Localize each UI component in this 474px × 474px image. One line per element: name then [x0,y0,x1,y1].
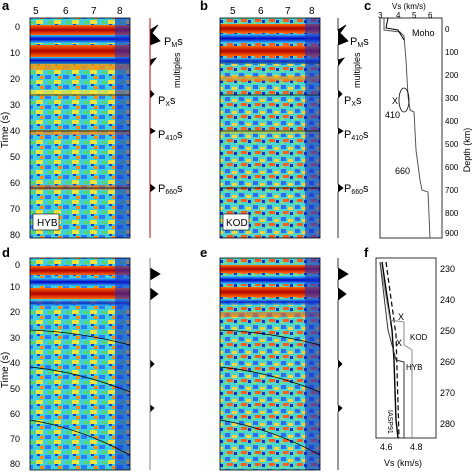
panel-d-time-tick-70: 70 [10,434,20,444]
panel-d-time-tick-0: 0 [15,260,20,270]
panel-c: Vs (km/s) 3 4 5 6 Moho X 410 660 0 100 2… [378,2,472,239]
panel-d-time-axis: 0 10 20 30 40 50 60 70 80 Time (s) [0,260,20,469]
panel-c-moho-label: Moho [412,28,435,38]
panel-f-depth-tick-230: 230 [440,264,455,274]
panel-b-phase-px: PXs [344,95,362,108]
panel-b-tick-7: 7 [285,6,291,17]
time-tick-60: 60 [10,178,20,188]
panel-c-depth-tick-400: 400 [445,117,459,126]
panel-f-hyb-label: HYB [406,363,422,372]
panel-b-tick-8: 8 [309,6,315,17]
panel-f-depth-tick-260: 260 [440,357,455,367]
panel-f-depth-tick-270: 270 [440,388,455,398]
panel-d-time-tick-60: 60 [10,409,20,419]
panel-d-time-tick-10: 10 [10,282,20,292]
panel-b: KOD [219,17,321,239]
panel-b-tick-6: 6 [258,6,264,17]
panel-a-phase-px: PXs [158,95,176,108]
panel-d-time-tick-80: 80 [10,459,20,469]
panel-c-410-label: 410 [385,110,400,120]
time-tick-70: 70 [10,204,20,214]
panel-e [219,257,321,471]
panel-b-multiples-label: multiples [352,52,362,88]
panel-b-tick-5: 5 [230,6,236,17]
panel-f-vs-tick-1: 4.6 [380,442,393,452]
panel-f-depth-tick-280: 280 [440,419,455,429]
panel-a-tick-7: 7 [91,6,97,17]
panel-c-x-label: X [392,96,398,106]
panel-b-distance-ticks: 5 6 7 8 [230,6,315,17]
panel-c-660-label: 660 [395,166,410,176]
panel-c-depth-tick-800: 800 [445,209,459,218]
panel-c-depth-tick-700: 700 [445,186,459,195]
panel-f: X X KOD HYB IASP91 4.6 4.8 Vs (km/s) 230… [375,257,455,468]
panel-a-phase-pm: PMs [164,36,183,49]
time-axis-label-top: Time (s) [0,112,11,148]
panel-b-phase-labels: PMs multiples PXs P410s P660s [344,36,369,196]
panel-d-time-tick-50: 50 [10,384,20,394]
panel-f-kod-label: KOD [410,333,428,342]
panel-d-time-tick-20: 20 [10,307,20,317]
panel-d [29,257,131,471]
panel-e-stack-trace [337,258,349,470]
time-tick-50: 50 [10,152,20,162]
panel-b-phase-pm: PMs [350,36,369,49]
panel-b-stack-trace [337,18,349,238]
panel-c-top-tick-5: 5 [412,11,417,20]
panel-c-depth-tick-100: 100 [445,48,459,57]
panel-c-depth-axis-label: Depth (km) [462,128,472,173]
time-tick-0: 0 [15,22,20,32]
panel-c-top-tick-3: 3 [378,11,383,20]
panel-c-top-axis-label: Vs (km/s) [392,2,426,11]
panel-a-distance-ticks: 5 6 7 8 [33,6,123,17]
panel-c-depth-tick-200: 200 [445,71,459,80]
panel-a-phase-labels: PMs multiples PXs P410s P660s [158,36,183,196]
panel-a-station-label: HYB [37,218,58,229]
time-tick-40: 40 [10,126,20,136]
panel-b-station-label: KOD [226,218,248,229]
panel-a-phase-p660: P660s [158,183,183,196]
panel-c-depth-tick-0: 0 [445,25,450,34]
panel-c-top-tick-6: 6 [428,11,433,20]
panel-a-stack-trace [149,18,161,238]
panel-a-time-axis: 0 10 20 30 40 50 60 70 80 Time (s) [0,22,20,240]
panel-a-tick-8: 8 [117,6,123,17]
panel-f-x-label-2: X [396,338,402,348]
panel-c-depth-tick-600: 600 [445,163,459,172]
panel-letter-e: e [200,245,207,260]
panel-f-depth-tick-240: 240 [440,295,455,305]
panel-letter-d: d [2,245,10,260]
panel-c-depth-tick-500: 500 [445,140,459,149]
panel-f-vs-axis-label: Vs (km/s) [384,458,422,468]
panel-letter-c: c [364,0,371,13]
panel-f-vs-tick-2: 4.8 [410,442,423,452]
panel-c-depth-tick-300: 300 [445,94,459,103]
time-tick-30: 30 [10,100,20,110]
time-tick-10: 10 [10,48,20,58]
panel-f-iasp91-label: IASP91 [386,410,393,434]
panel-d-time-tick-30: 30 [10,333,20,343]
panel-b-phase-p660: P660s [344,183,369,196]
panel-d-time-tick-40: 40 [10,358,20,368]
panel-a-tick-6: 6 [63,6,69,17]
panel-b-phase-p410: P410s [344,129,369,142]
panel-a-tick-5: 5 [33,6,39,17]
panel-letter-a: a [2,0,10,13]
time-axis-label-bottom: Time (s) [0,352,11,388]
panel-d-stack-trace [149,258,161,470]
panel-letter-f: f [364,245,369,260]
panel-c-depth-tick-900: 900 [445,229,459,238]
panel-a-phase-p410: P410s [158,129,183,142]
panel-c-x-ellipse [398,87,410,113]
panel-f-depth-tick-250: 250 [440,326,455,336]
panel-f-x-label-1: X [398,312,404,322]
panel-a-multiples-label: multiples [172,52,182,88]
panel-letter-b: b [200,0,208,13]
panel-c-top-tick-4: 4 [396,11,401,20]
time-tick-80: 80 [10,230,20,240]
panel-a: HYB [29,17,131,239]
time-tick-20: 20 [10,74,20,84]
